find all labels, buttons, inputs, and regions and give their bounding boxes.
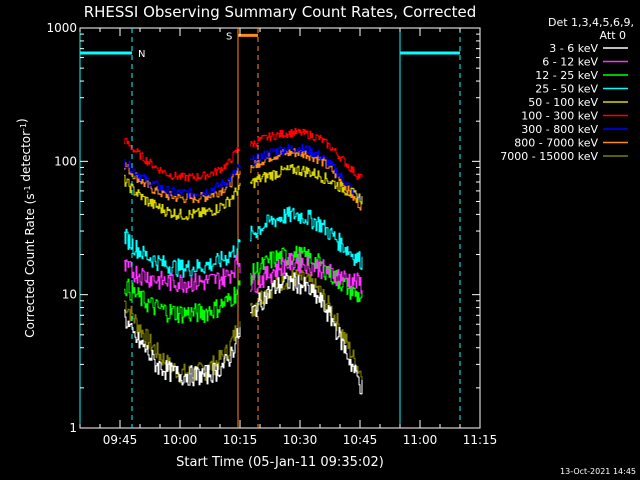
x-tick-label: 10:45 xyxy=(343,433,378,447)
legend-label: 25 - 50 keV xyxy=(535,83,598,96)
x-axis-label: Start Time (05-Jan-11 09:35:02) xyxy=(176,455,384,470)
x-tick-label: 11:00 xyxy=(403,433,438,447)
night-label: N xyxy=(138,49,145,60)
ticks: 09:45 10:00 10:15 10:30 10:45 11:00 11:15 1 10 10… xyxy=(46,21,497,447)
x-tick-label: 09:45 xyxy=(103,433,138,447)
x-tick-label: 11:15 xyxy=(463,433,498,447)
legend-label: 12 - 25 keV xyxy=(535,69,598,82)
saa-label: S xyxy=(226,31,232,42)
series-50-100-kev xyxy=(124,164,363,221)
legend-label: 800 - 7000 keV xyxy=(514,137,598,150)
series-group xyxy=(124,127,363,395)
y-tick-label: 100 xyxy=(54,154,77,168)
legend-label: 300 - 800 keV xyxy=(521,123,598,136)
x-tick-label: 10:30 xyxy=(283,433,318,447)
series-300-800-kev xyxy=(124,144,363,201)
y-axis-label: Corrected Count Rate (s-1 detector-1) xyxy=(15,118,37,337)
y-tick-label: 1000 xyxy=(46,21,77,35)
x-tick-label: 10:00 xyxy=(163,433,198,447)
series-6-12-kev xyxy=(124,251,363,294)
series-100-300-kev xyxy=(124,127,363,182)
legend-label: 6 - 12 keV xyxy=(542,56,598,69)
axes xyxy=(79,27,481,429)
x-tick-label: 10:15 xyxy=(223,433,258,447)
legend-label: 100 - 300 keV xyxy=(521,110,598,123)
y-tick-label: 10 xyxy=(62,288,77,302)
y-tick-label: 1 xyxy=(69,421,77,435)
legend-detectors: Det 1,3,4,5,6,9, xyxy=(548,16,634,29)
legend-label: 3 - 6 keV xyxy=(549,42,598,55)
annotations: NS xyxy=(79,28,461,428)
series-25-50-kev xyxy=(124,206,363,278)
series-3-6-kev xyxy=(124,272,363,395)
plot-frame xyxy=(79,27,481,429)
legend-label: 7000 - 15000 keV xyxy=(500,150,598,163)
legend-label: 50 - 100 keV xyxy=(528,96,598,109)
legend-attenuator: Att 0 xyxy=(600,29,626,42)
series-800-7000-kev xyxy=(124,148,363,211)
timestamp: 13-Oct-2021 14:45 xyxy=(560,467,636,476)
chart-title: RHESSI Observing Summary Count Rates, Co… xyxy=(84,3,477,21)
